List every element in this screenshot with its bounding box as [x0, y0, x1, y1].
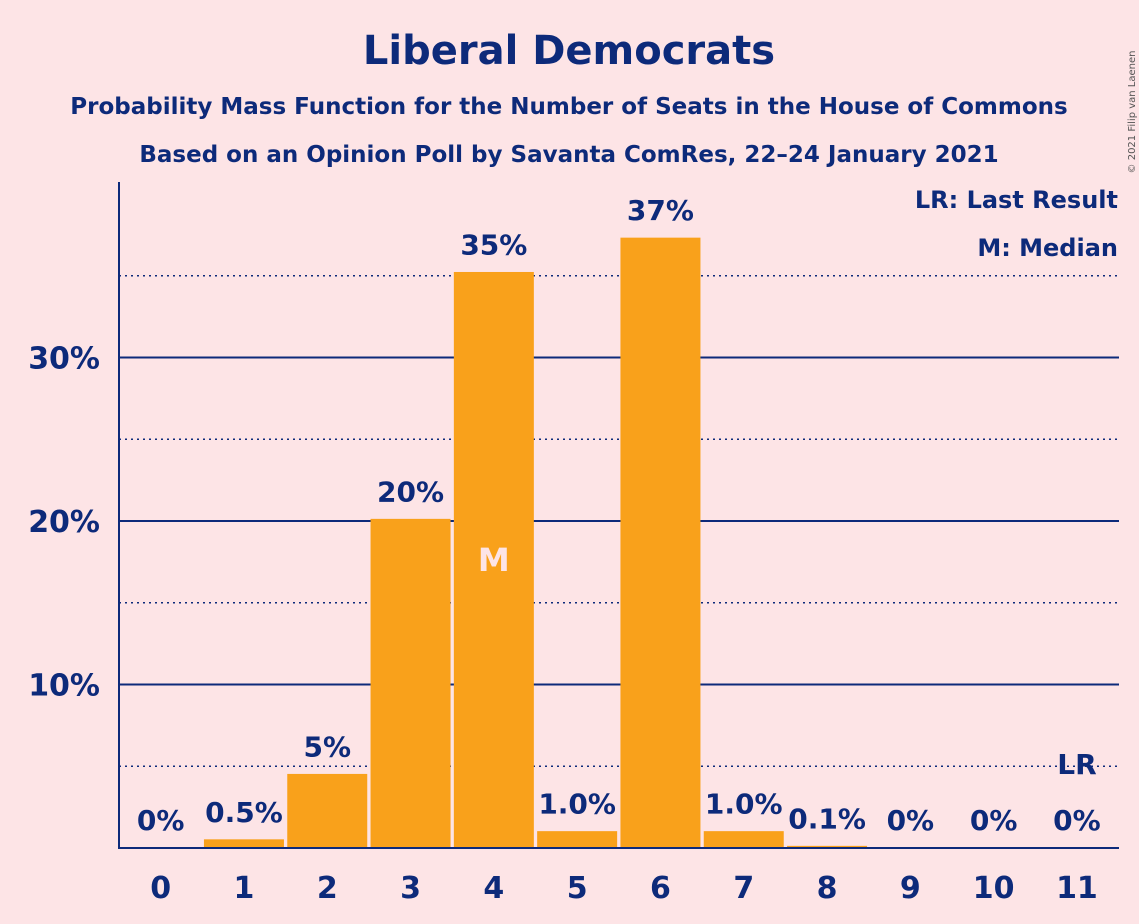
- x-tick-label: 9: [900, 871, 921, 906]
- y-tick-labels: 10% 20% 30%: [28, 342, 100, 704]
- x-tick-label: 0: [150, 871, 171, 906]
- bar-7: [703, 831, 784, 849]
- gridlines: [119, 274, 1119, 768]
- bar-6: [620, 237, 701, 849]
- x-tick-label: 1: [234, 871, 255, 906]
- x-tick-label: 2: [317, 871, 338, 906]
- chart-subtitle: Probability Mass Function for the Number…: [70, 94, 1067, 120]
- y-tick-label: 20%: [28, 505, 100, 540]
- data-label: 0%: [887, 804, 935, 837]
- legend-median: M: Median: [977, 234, 1118, 262]
- bars: [203, 237, 868, 849]
- markers: M LR: [478, 541, 1097, 781]
- median-marker: M: [478, 541, 510, 579]
- bar-2: [287, 773, 368, 849]
- legend-last-result: LR: Last Result: [915, 186, 1118, 214]
- data-label: 0%: [970, 804, 1018, 837]
- data-label: 37%: [627, 194, 694, 227]
- data-label: 1.0%: [705, 788, 783, 821]
- data-label: 1.0%: [538, 788, 616, 821]
- chart-subtitle-poll: Based on an Opinion Poll by Savanta ComR…: [139, 142, 998, 168]
- x-tick-label: 6: [650, 871, 671, 906]
- y-tick-label: 10%: [28, 669, 100, 704]
- bar-5: [537, 831, 618, 849]
- data-label: 0.1%: [788, 802, 866, 835]
- bar-1: [203, 839, 284, 849]
- x-tick-label: 7: [733, 871, 754, 906]
- x-tick-label: 8: [817, 871, 838, 906]
- data-label: 35%: [460, 228, 527, 261]
- bar-4: [453, 271, 534, 849]
- x-tick-label: 4: [483, 871, 504, 906]
- data-labels: 0% 0.5%5%20%35%1.0%37%1.0% 0.1% 0% 0% 0%: [137, 194, 1101, 837]
- x-tick-label: 10: [973, 871, 1015, 906]
- copyright-note: © 2021 Filip van Laenen: [1127, 51, 1138, 174]
- last-result-marker: LR: [1057, 748, 1096, 781]
- chart-title: Liberal Democrats: [363, 28, 775, 74]
- bar-3: [370, 518, 451, 849]
- data-label: 20%: [377, 475, 444, 508]
- data-label: 0.5%: [205, 796, 283, 829]
- y-tick-label: 30%: [28, 342, 100, 377]
- x-tick-label: 3: [400, 871, 421, 906]
- x-tick-labels: 0 1 2 3 4 5 6 7 8 9 10 11: [150, 871, 1098, 906]
- data-label: 0%: [137, 804, 185, 837]
- x-tick-label: 11: [1056, 871, 1098, 906]
- data-label: 0%: [1053, 804, 1101, 837]
- x-tick-label: 5: [567, 871, 588, 906]
- data-label: 5%: [303, 730, 351, 763]
